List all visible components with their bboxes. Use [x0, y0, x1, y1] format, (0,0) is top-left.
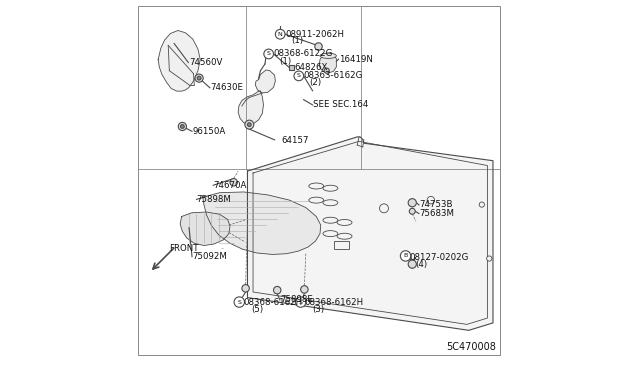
- Ellipse shape: [323, 217, 338, 223]
- Text: (1): (1): [279, 57, 291, 65]
- Circle shape: [275, 29, 285, 39]
- Polygon shape: [180, 212, 230, 246]
- Circle shape: [230, 179, 237, 186]
- Circle shape: [410, 208, 415, 214]
- Circle shape: [296, 297, 306, 307]
- Ellipse shape: [309, 183, 324, 189]
- Circle shape: [195, 74, 203, 82]
- Text: 75898E: 75898E: [280, 295, 313, 304]
- Text: (3): (3): [312, 305, 324, 314]
- Circle shape: [179, 122, 186, 131]
- Polygon shape: [158, 31, 200, 91]
- Text: (4): (4): [415, 260, 428, 269]
- Circle shape: [234, 297, 244, 307]
- Circle shape: [180, 125, 184, 128]
- Polygon shape: [319, 53, 337, 73]
- Ellipse shape: [320, 53, 337, 58]
- Circle shape: [408, 199, 417, 207]
- Text: 96150A: 96150A: [193, 127, 226, 136]
- Polygon shape: [238, 91, 264, 125]
- Text: 74670A: 74670A: [213, 181, 246, 190]
- Text: N: N: [278, 32, 283, 37]
- Text: 08911-2062H: 08911-2062H: [285, 30, 344, 39]
- Text: (2): (2): [309, 78, 321, 87]
- Circle shape: [294, 71, 303, 81]
- Ellipse shape: [337, 219, 352, 225]
- Circle shape: [242, 285, 250, 292]
- Text: 08127-0202G: 08127-0202G: [410, 253, 468, 262]
- Text: S: S: [267, 51, 271, 57]
- Text: S: S: [237, 299, 241, 305]
- Text: (5): (5): [252, 305, 264, 314]
- Text: 74753B: 74753B: [419, 200, 452, 209]
- Text: 5C470008: 5C470008: [447, 342, 497, 352]
- Text: 08363-6162G: 08363-6162G: [303, 71, 363, 80]
- Circle shape: [248, 123, 251, 126]
- Circle shape: [486, 256, 492, 261]
- Text: S: S: [299, 299, 303, 305]
- Text: FRONT: FRONT: [170, 244, 199, 253]
- Text: 75092M: 75092M: [192, 252, 227, 261]
- Circle shape: [315, 43, 322, 50]
- Circle shape: [264, 49, 273, 59]
- Ellipse shape: [323, 200, 338, 206]
- Text: 08368-6122G: 08368-6122G: [274, 49, 333, 58]
- Text: 08368-6162H: 08368-6162H: [243, 298, 302, 307]
- Circle shape: [197, 76, 201, 80]
- Bar: [334, 241, 349, 249]
- Ellipse shape: [309, 197, 324, 203]
- Ellipse shape: [323, 185, 338, 191]
- Text: 16419N: 16419N: [339, 55, 373, 64]
- Circle shape: [408, 260, 417, 268]
- Ellipse shape: [337, 233, 352, 239]
- Text: (1): (1): [292, 36, 304, 45]
- Polygon shape: [203, 192, 321, 254]
- Circle shape: [380, 204, 388, 213]
- Polygon shape: [248, 137, 493, 330]
- Circle shape: [301, 286, 308, 293]
- Text: 74560V: 74560V: [189, 58, 223, 67]
- Polygon shape: [255, 70, 275, 93]
- Text: B: B: [403, 253, 408, 259]
- Text: 64826X: 64826X: [294, 63, 328, 72]
- Circle shape: [479, 202, 484, 207]
- Ellipse shape: [323, 231, 338, 237]
- Circle shape: [245, 120, 254, 129]
- Text: SEE SEC.164: SEE SEC.164: [312, 100, 368, 109]
- Bar: [289, 65, 294, 70]
- Circle shape: [427, 196, 435, 204]
- Text: 64157: 64157: [282, 136, 309, 145]
- Circle shape: [324, 68, 330, 73]
- Text: S: S: [297, 73, 301, 78]
- Text: 08368-6162H: 08368-6162H: [305, 298, 364, 307]
- Circle shape: [273, 286, 281, 294]
- Text: 75683M: 75683M: [419, 209, 454, 218]
- Text: 74630E: 74630E: [211, 83, 244, 92]
- Text: 75898M: 75898M: [196, 195, 232, 203]
- Circle shape: [401, 251, 411, 261]
